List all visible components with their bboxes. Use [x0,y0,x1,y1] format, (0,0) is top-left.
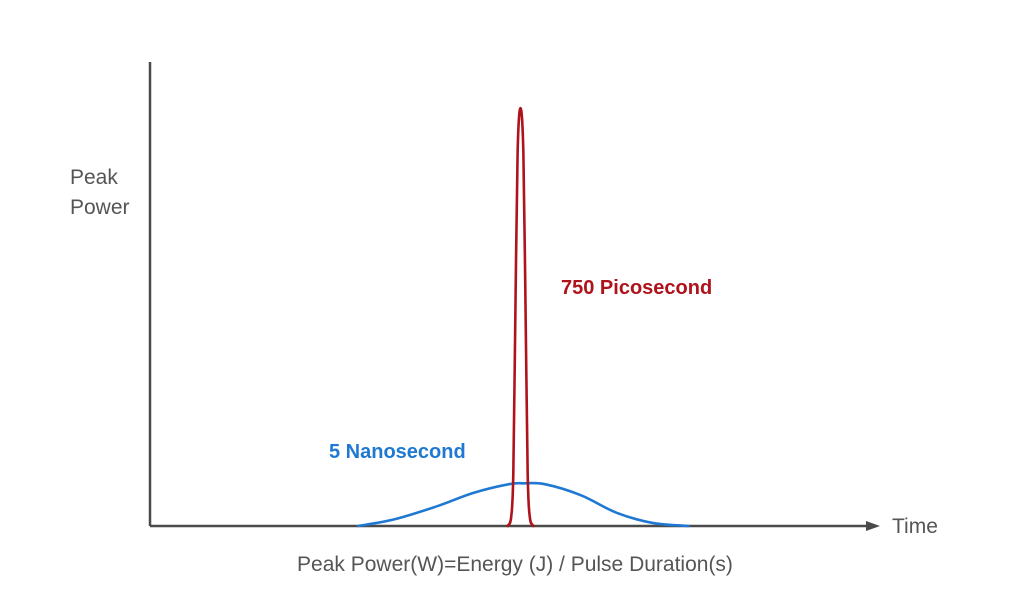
x-axis-arrow-icon [866,521,880,531]
y-axis-label-line-2: Power [70,196,130,219]
series-label-750-picosecond: 750 Picosecond [561,277,712,299]
y-axis-label-line-1: Peak [70,166,118,189]
series-layer [356,106,690,528]
series-line-750-picosecond [506,106,535,528]
series-label-5-nanosecond: 5 Nanosecond [329,441,466,463]
formula-caption: Peak Power(W)=Energy (J) / Pulse Duratio… [297,553,733,576]
x-axis-label: Time [892,515,938,538]
series-line-5-nanosecond [356,481,690,528]
text-layer: Peak Power Time Peak Power(W)=Energy (J)… [70,166,938,576]
